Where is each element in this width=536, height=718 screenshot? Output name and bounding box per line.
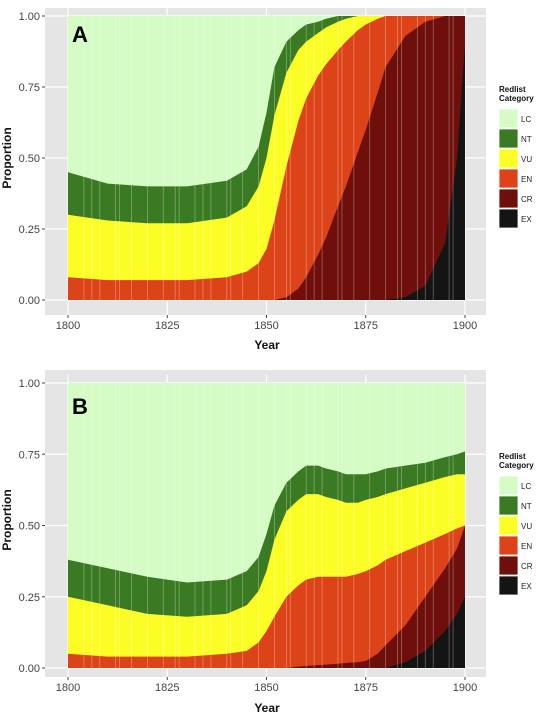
x-tick-label: 1875 — [354, 682, 378, 694]
legend-title: Redlist — [499, 85, 526, 94]
legend-swatch-nt — [498, 495, 519, 516]
legend-label-lc: LC — [521, 482, 531, 491]
panel-b-letter: B — [72, 394, 88, 419]
panel-a-stripes — [83, 16, 454, 300]
legend-swatch-en — [498, 535, 519, 556]
panel-b-y-ticks: 0.00 0.25 0.50 0.75 1.00 — [19, 378, 45, 675]
legend-swatch-vu — [498, 148, 519, 169]
x-tick-label: 1850 — [254, 320, 278, 332]
x-tick-label: 1800 — [56, 682, 80, 694]
panel-b-stripes — [83, 383, 454, 668]
legend-swatch-ex — [498, 208, 519, 229]
x-tick-label: 1900 — [453, 682, 477, 694]
panel-b-x-ticks: 1800 1825 1850 1875 1900 — [56, 677, 477, 694]
panel-a-x-axis-title: Year — [254, 338, 280, 352]
legend-label-cr: CR — [521, 562, 533, 571]
x-tick-label: 1825 — [155, 320, 179, 332]
y-tick-label: 0.50 — [19, 153, 40, 165]
y-tick-label: 0.00 — [19, 295, 40, 307]
legend-label-vu: VU — [521, 522, 532, 531]
y-tick-label: 0.50 — [19, 521, 40, 533]
y-tick-label: 0.75 — [19, 449, 40, 461]
y-tick-label: 0.25 — [19, 224, 40, 236]
panel-b-x-axis-title: Year — [254, 701, 280, 715]
legend-label-lc: LC — [521, 115, 531, 124]
legend-label-cr: CR — [521, 195, 533, 204]
legend-swatch-vu — [498, 515, 519, 536]
y-tick-label: 0.25 — [19, 592, 40, 604]
x-tick-label: 1850 — [254, 682, 278, 694]
legend-label-nt: NT — [521, 135, 532, 144]
panel-a-areas — [68, 16, 465, 301]
legend-label-ex: EX — [521, 582, 532, 591]
legend-swatch-lc — [498, 475, 519, 496]
x-tick-label: 1800 — [56, 320, 80, 332]
y-tick-label: 1.00 — [19, 378, 40, 390]
legend-swatch-cr — [498, 555, 519, 576]
panel-a-x-ticks: 1800 1825 1850 1875 1900 — [56, 315, 477, 332]
legend-swatch-ex — [498, 575, 519, 596]
area-EN — [68, 525, 465, 668]
y-tick-label: 0.00 — [19, 663, 40, 675]
legend-label-ex: EX — [521, 215, 532, 224]
area-EX — [68, 596, 465, 668]
legend-swatch-cr — [498, 188, 519, 209]
legend-title: Category — [499, 94, 534, 103]
legend-label-vu: VU — [521, 155, 532, 164]
legend-label-en: EN — [521, 542, 532, 551]
y-tick-label: 0.75 — [19, 82, 40, 94]
x-tick-label: 1825 — [155, 682, 179, 694]
panel-a-y-axis-title: Proportion — [0, 127, 14, 188]
panel-a: A 0.000.250.500.751.00 1800 1825 1850 1875 1… — [0, 8, 534, 352]
x-tick-label: 1900 — [453, 320, 477, 332]
legend-label-nt: NT — [521, 502, 532, 511]
panel-a-y-ticks: 0.00 0.25 0.50 0.75 1.00 — [19, 11, 45, 307]
panel-b-y-axis-title: Proportion — [0, 489, 14, 550]
panel-a-letter: A — [72, 22, 88, 47]
legend-title: Redlist — [499, 452, 526, 461]
area-CR — [68, 16, 465, 300]
legend-swatch-en — [498, 168, 519, 189]
legend-swatch-lc — [498, 108, 519, 129]
legend-swatch-nt — [498, 128, 519, 149]
y-tick-label: 1.00 — [19, 11, 40, 23]
x-tick-label: 1875 — [354, 320, 378, 332]
legend-label-en: EN — [521, 175, 532, 184]
panel-b: B 0.000.250.500.751.00 1800 1825 1850 1875 1… — [0, 370, 534, 715]
legend-title: Category — [499, 461, 534, 470]
panel-b-areas — [68, 383, 465, 668]
